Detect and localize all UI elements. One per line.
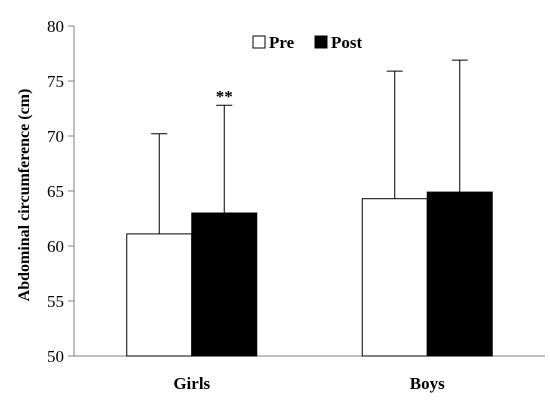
- y-tick-label: 55: [47, 292, 64, 311]
- bar-post-girls: [191, 212, 258, 357]
- y-axis: 50 55 60 65 70 75 80: [47, 17, 75, 366]
- bar-post-boys: [426, 191, 493, 357]
- x-category-label: Boys: [410, 374, 445, 393]
- significance-annotation: **: [216, 87, 233, 106]
- y-tick-label: 70: [47, 127, 64, 146]
- y-axis-label: Abdominal circumference (cm): [16, 89, 33, 302]
- legend: Pre Post: [252, 33, 363, 52]
- legend-swatch-pre: [252, 35, 266, 49]
- x-axis: Girls Boys: [74, 355, 545, 393]
- y-tick-label: 50: [47, 347, 64, 366]
- legend-label-post: Post: [331, 33, 363, 52]
- error-bars-group: **: [151, 59, 468, 234]
- x-category-label: Girls: [173, 374, 210, 393]
- y-tick-label: 80: [47, 17, 64, 36]
- bar-pre-girls: [126, 233, 193, 357]
- bars-group: [126, 191, 493, 357]
- y-tick-label: 75: [47, 72, 64, 91]
- legend-label-pre: Pre: [269, 33, 295, 52]
- bar-pre-boys: [361, 198, 428, 357]
- y-tick-label: 65: [47, 182, 64, 201]
- legend-swatch-post: [314, 35, 328, 49]
- y-tick-label: 60: [47, 237, 64, 256]
